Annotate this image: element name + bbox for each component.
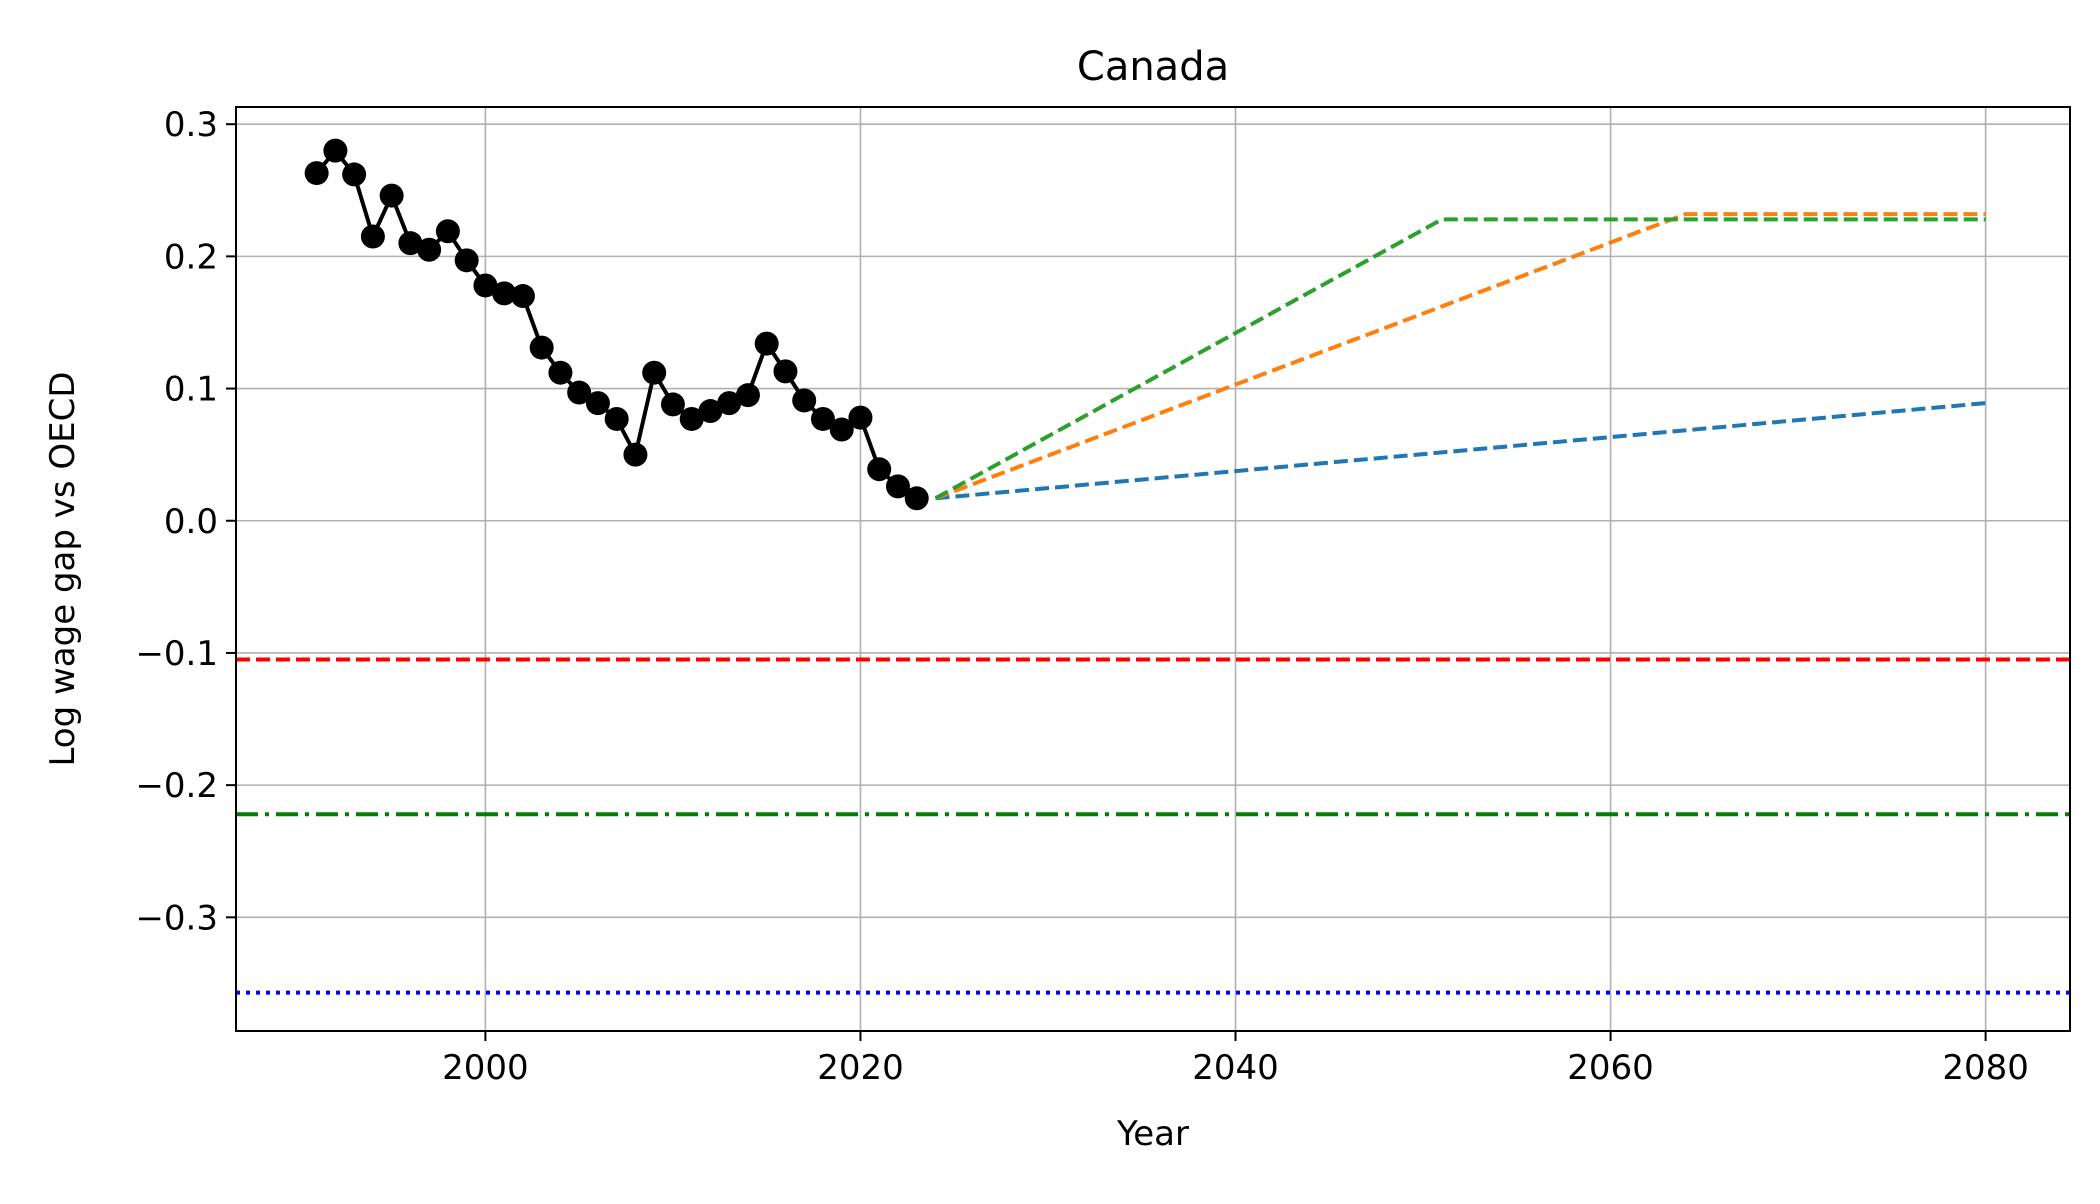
y-axis-label: Log wage gap vs OECD [43,371,83,766]
data-point [698,399,723,424]
series-line-1 [935,401,1986,501]
data-point [342,162,367,187]
data-point [604,406,629,431]
x-tick-label: 2000 [442,1048,529,1088]
data-point [360,224,385,249]
data-point [885,474,910,499]
data-point [660,392,685,417]
chart-title: Canada [1077,44,1229,90]
series-line-3 [934,217,1986,501]
data-point [398,231,423,256]
data-point [454,248,479,273]
data-point [679,406,704,431]
data-point [623,442,648,467]
series-layer [304,138,1986,511]
y-tick-label: −0.2 [135,766,218,806]
y-tick-label: 0.1 [164,370,218,410]
x-tick-label: 2040 [1192,1048,1279,1088]
data-point [492,281,517,306]
plot-frame [235,106,2071,1032]
data-point [735,383,760,408]
data-point [585,391,610,416]
data-point [435,219,460,244]
data-point [642,360,667,385]
data-point [904,486,929,511]
data-point [567,380,592,405]
y-tick-label: −0.1 [135,634,218,674]
data-point [548,360,573,385]
y-tick-label: 0.0 [164,502,218,542]
data-point [323,138,348,163]
grid-lines [236,107,2070,1031]
y-tick-label: 0.2 [164,237,218,277]
data-point [829,417,854,442]
reference-lines [236,657,2070,995]
data-point [848,405,873,430]
data-point [304,161,329,186]
data-point [717,391,742,416]
x-tick-label: 2020 [817,1048,904,1088]
data-point [510,284,535,309]
data-point [773,359,798,384]
data-point [417,237,442,262]
data-point [529,335,554,360]
x-tick-label: 2080 [1942,1048,2029,1088]
x-axis-label: Year [1116,1114,1189,1154]
x-axis-ticks: 2000 2020 2040 2060 2080 [442,1031,2029,1088]
y-tick-label: 0.3 [164,105,218,145]
data-point [867,457,892,482]
series-line-2 [934,212,1986,501]
data-point [754,331,779,356]
data-point [810,406,835,431]
data-point [792,388,817,413]
y-tick-label: −0.3 [135,898,218,938]
data-point [473,273,498,298]
x-tick-label: 2060 [1567,1048,1654,1088]
data-point [379,183,404,208]
y-axis-ticks: 0.3 0.2 0.1 0.0 −0.1 −0.2 −0.3 [135,105,236,938]
